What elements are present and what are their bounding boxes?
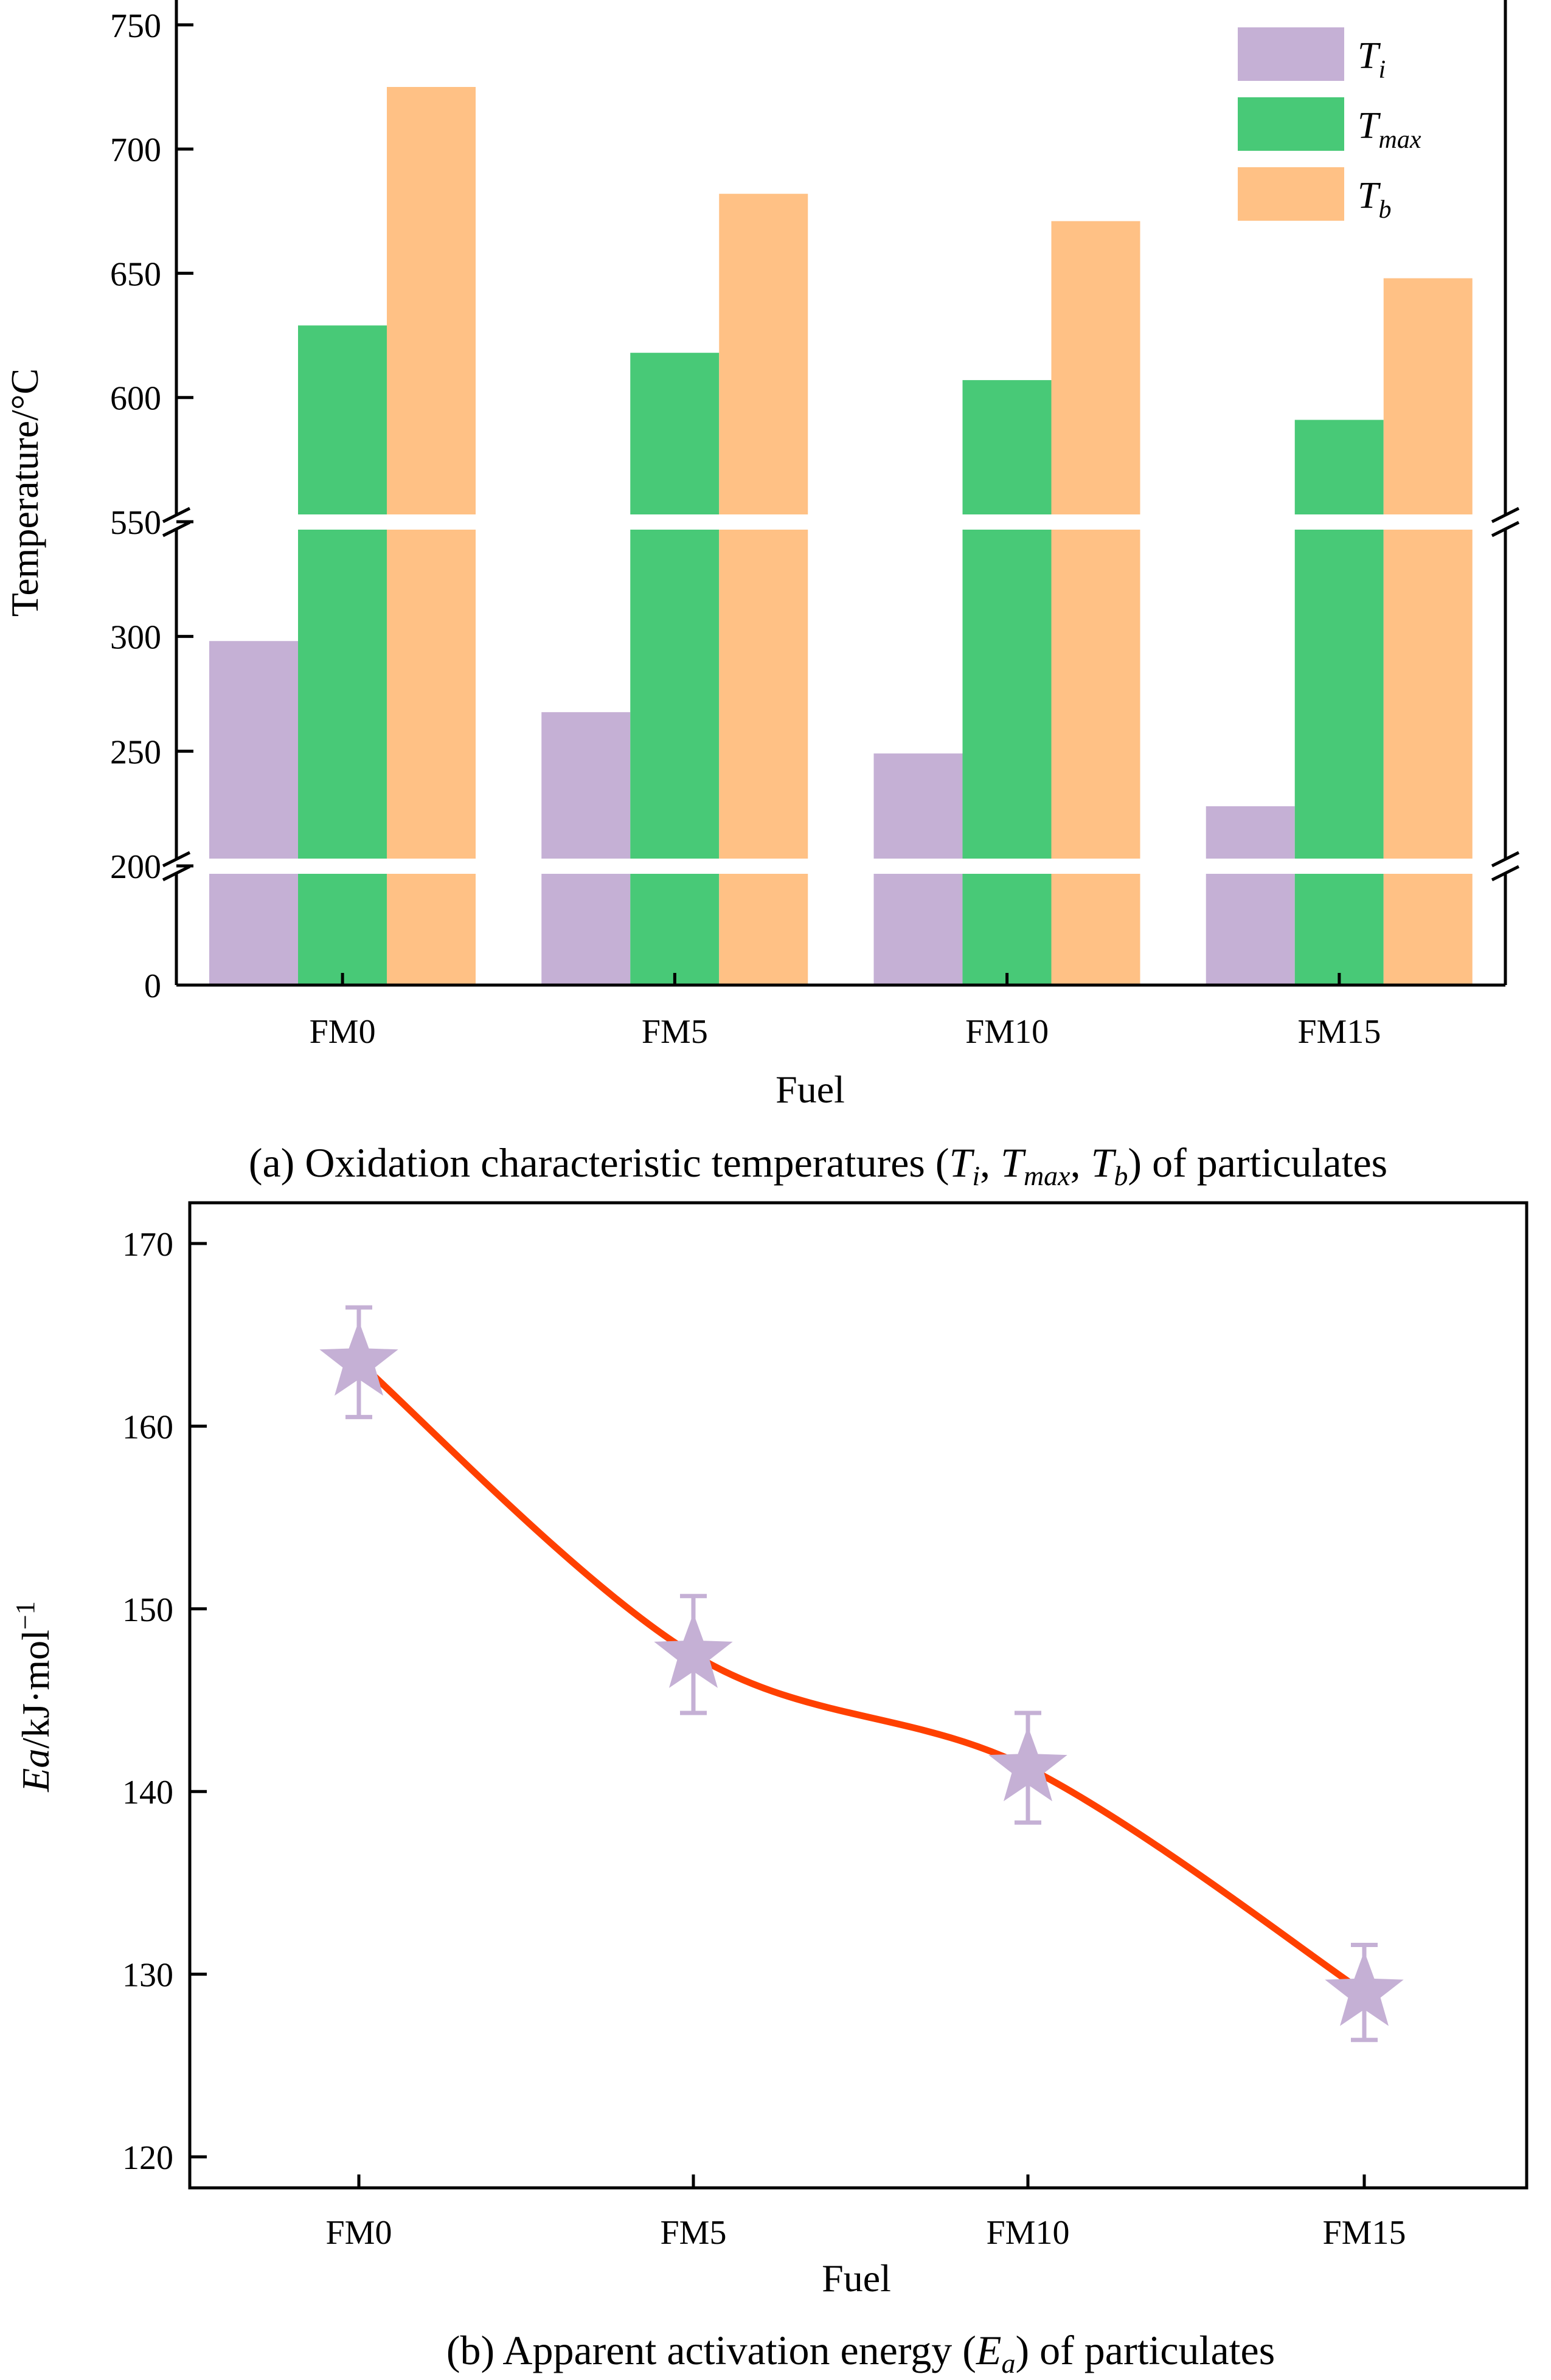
chart-b-frame (188, 1201, 1528, 2190)
chart-a-bars (209, 87, 1473, 986)
y-tick-label: 750 (110, 7, 161, 45)
chart-a-x-axis-title: Fuel (776, 1068, 845, 1111)
y-tick-label: 650 (110, 255, 161, 293)
chart-b-y-ticks: 120 130 140 150 160 170 (122, 1226, 207, 2177)
y-tick-label: 170 (122, 1226, 173, 1264)
x-tick-label: FM15 (1297, 1013, 1381, 1051)
legend-label-tmax: Tmax (1358, 105, 1421, 154)
y-tick-label: 150 (122, 1591, 173, 1629)
break-mark (162, 507, 191, 524)
bar-tmax-fm15 (1294, 420, 1384, 985)
legend-label-tb: Tb (1358, 175, 1391, 224)
bar-ti-fm15 (1206, 806, 1295, 985)
y-tick-label: 200 (110, 848, 161, 886)
break-mark (1491, 521, 1520, 538)
chart-a-legend: Ti Tmax Tb (1238, 27, 1421, 224)
y-tick-label: 600 (110, 380, 161, 418)
chart-b-series-line (356, 1360, 1367, 1996)
star-point-fm5 (654, 1613, 733, 1688)
chart-a-x-ticks: FM0 FM5 FM10 FM15 (310, 973, 1381, 1051)
x-tick-label: FM0 (326, 2214, 392, 2252)
x-tick-label: FM15 (1323, 2214, 1406, 2252)
chart-b-y-axis-title: Ea/kJ·mol−1 (10, 1601, 57, 1792)
bar-ti-fm0 (209, 641, 298, 985)
bar-tb-fm0 (387, 87, 476, 985)
y-tick-label: 300 (110, 619, 161, 657)
bar-tmax-fm5 (630, 353, 720, 986)
x-tick-label: FM0 (310, 1013, 376, 1051)
chart-b-points (319, 1321, 1404, 2026)
y-tick-label: 130 (122, 1957, 173, 1994)
break-mark (1491, 507, 1520, 524)
star-point-fm15 (1325, 1951, 1404, 2026)
break-mark (162, 865, 191, 882)
y-tick-label: 0 (144, 967, 161, 1005)
chart-a-break-gap-lower (164, 859, 1521, 874)
y-tick-label: 250 (110, 733, 161, 771)
chart-a-break-gap-upper (164, 514, 1521, 530)
x-tick-label: FM5 (642, 1013, 708, 1051)
x-tick-label: FM10 (965, 1013, 1049, 1051)
chart-b-x-axis-title: Fuel (822, 2257, 891, 2300)
star-point-fm0 (319, 1321, 398, 1396)
bar-tb-fm15 (1383, 278, 1473, 986)
chart-a-caption: (a) Oxidation characteristic temperature… (249, 1140, 1387, 1191)
legend-swatch-tb (1238, 167, 1344, 221)
break-mark (162, 521, 191, 538)
y-tick-label: 120 (122, 2139, 173, 2177)
bar-tmax-fm0 (298, 325, 387, 986)
y-tick-label: 550 (110, 504, 161, 542)
chart-b-caption: (b) Apparent activation energy (Ea) of p… (446, 2327, 1275, 2379)
bar-tb-fm10 (1051, 221, 1140, 986)
bar-ti-fm5 (541, 712, 631, 985)
y-tick-label: 160 (122, 1408, 173, 1446)
chart-b-error-bars (345, 1305, 1378, 2043)
chart-b-x-ticks: FM0 FM5 FM10 FM15 (326, 2174, 1406, 2252)
legend-swatch-tmax (1238, 97, 1344, 151)
break-mark (1491, 865, 1520, 882)
y-tick-label: 700 (110, 131, 161, 169)
y-tick-label: 140 (122, 1774, 173, 1811)
bar-tmax-fm10 (962, 380, 1052, 985)
break-mark (162, 851, 191, 868)
chart-b: 120 130 140 150 160 170 FM0 FM5 FM10 FM15 Ea/kJ·… (10, 1201, 1528, 2379)
chart-a-break-marks (162, 507, 1520, 882)
chart-a-y-axis-title: Temperature/°C (3, 368, 46, 617)
x-tick-label: FM5 (661, 2214, 727, 2252)
chart-a-y-ticks: 0 200 250 300 550 600 650 700 750 (110, 7, 193, 1005)
chart-a: 0 200 250 300 550 600 650 700 750 FM0 FM5 FM10 FM15… (3, 0, 1521, 1191)
star-point-fm10 (988, 1726, 1067, 1802)
legend-swatch-ti (1238, 27, 1344, 81)
x-tick-label: FM10 (987, 2214, 1070, 2252)
bar-tb-fm5 (719, 193, 808, 986)
break-mark (1491, 851, 1520, 868)
legend-label-ti: Ti (1358, 35, 1386, 84)
